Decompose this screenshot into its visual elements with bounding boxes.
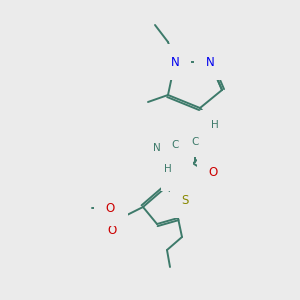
Text: S: S xyxy=(181,194,189,206)
Text: O: O xyxy=(105,202,115,214)
Text: N: N xyxy=(153,143,161,153)
Text: O: O xyxy=(208,167,217,179)
Text: N: N xyxy=(206,56,214,68)
Text: N: N xyxy=(171,56,179,68)
Text: C: C xyxy=(191,137,199,147)
Text: O: O xyxy=(107,224,117,236)
Text: H: H xyxy=(164,164,172,174)
Text: C: C xyxy=(171,140,179,150)
Text: H: H xyxy=(211,120,219,130)
Text: N: N xyxy=(172,167,182,179)
